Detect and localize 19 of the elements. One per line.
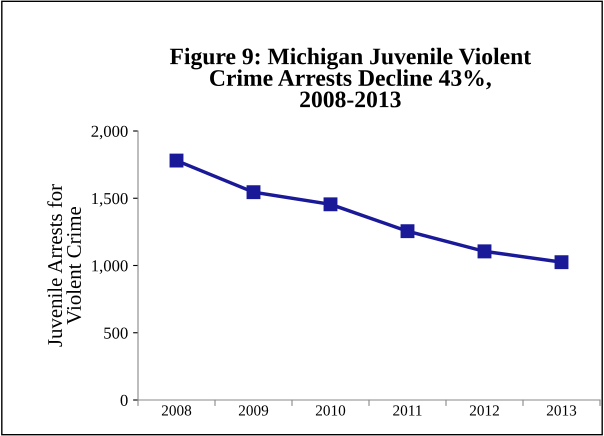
y-axis-title: Juvenile Arrests for Violent Crime <box>47 184 82 347</box>
x-tick-label: 2010 <box>316 405 346 416</box>
point <box>324 197 338 212</box>
point <box>554 255 568 270</box>
y-tick-label: 2,000 <box>92 126 128 140</box>
y-tick-label: 1,500 <box>92 192 128 207</box>
y-tick-label: 1,000 <box>92 260 128 274</box>
y-tick-label: 500 <box>104 327 128 339</box>
x-tick-label: 2013 <box>546 405 576 416</box>
point <box>246 185 260 200</box>
point <box>400 224 414 238</box>
y-tick-label: 0 <box>120 394 128 406</box>
x-tick-label: 2011 <box>393 405 422 416</box>
point <box>478 244 492 258</box>
x-tick-label: 2008 <box>162 405 192 416</box>
point <box>170 154 184 168</box>
chart-title: Figure 9: Michigan Juvenile Violent Crime Arrests Decline 43%, 2008-2013 <box>170 48 532 108</box>
x-tick-label: 2012 <box>470 405 499 416</box>
x-tick-label: 2009 <box>238 405 268 416</box>
